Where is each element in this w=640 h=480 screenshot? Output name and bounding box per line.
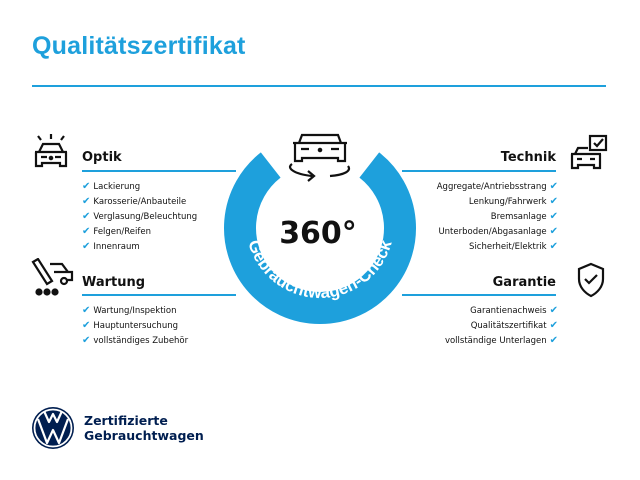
car-lights-icon bbox=[34, 134, 68, 168]
check-icon: ✔ bbox=[82, 181, 91, 192]
badge-ring bbox=[224, 152, 416, 324]
check-icon: ✔ bbox=[82, 305, 91, 316]
optik-heading: Optik bbox=[82, 150, 122, 165]
check-icon: ✔ bbox=[549, 241, 558, 252]
page-title: Qualitätszertifikat bbox=[32, 32, 246, 60]
garantie-divider bbox=[402, 294, 556, 296]
list-item: vollständige Unterlagen ✔ bbox=[444, 335, 558, 346]
car-check-icon bbox=[570, 134, 608, 170]
list-item: Qualitätszertifikat ✔ bbox=[470, 320, 558, 331]
optik-list: ✔ Lackierung ✔ Karosserie/Anbauteile ✔ Verg… bbox=[82, 179, 197, 254]
check-icon: ✔ bbox=[549, 305, 558, 316]
list-item: Garantienachweis ✔ bbox=[470, 305, 558, 316]
optik-divider bbox=[82, 170, 236, 172]
footer-brand-text: Zertifizierte Gebrauchtwagen bbox=[84, 413, 204, 443]
shield-check-icon bbox=[577, 262, 605, 298]
check-icon: ✔ bbox=[549, 320, 558, 331]
check-icon: ✔ bbox=[82, 196, 91, 207]
garantie-list: Garantienachweis ✔ Qualitätszertifikat ✔ v… bbox=[445, 303, 558, 348]
list-item: ✔ Hauptuntersuchung bbox=[82, 320, 178, 331]
check-icon: ✔ bbox=[549, 211, 558, 222]
wartung-list: ✔ Wartung/Inspektion ✔ Hauptuntersuchung ✔… bbox=[82, 303, 188, 348]
check-icon: ✔ bbox=[82, 211, 91, 222]
list-item: Unterboden/Abgasanlage ✔ bbox=[438, 226, 558, 237]
list-item: ✔ Wartung/Inspektion bbox=[82, 305, 177, 316]
check-icon: ✔ bbox=[82, 320, 91, 331]
list-item: ✔ Innenraum bbox=[82, 241, 140, 252]
technik-heading: Technik bbox=[500, 150, 556, 165]
check-icon: ✔ bbox=[549, 181, 558, 192]
check-icon: ✔ bbox=[549, 196, 558, 207]
list-item: Aggregate/Antriebsstrang ✔ bbox=[436, 181, 558, 192]
check-icon: ✔ bbox=[82, 226, 91, 237]
wartung-divider bbox=[82, 294, 236, 296]
list-item: ✔ Verglasung/Beleuchtung bbox=[82, 211, 198, 222]
title-divider bbox=[32, 85, 606, 87]
check-icon: ✔ bbox=[82, 335, 91, 346]
car-rotate-icon bbox=[288, 133, 351, 182]
check-icon: ✔ bbox=[549, 335, 558, 346]
check-icon: ✔ bbox=[82, 241, 91, 252]
list-item: ✔ Felgen/Reifen bbox=[82, 226, 152, 237]
vw-logo bbox=[32, 407, 74, 449]
list-item: Lenkung/Fahrwerk ✔ bbox=[468, 196, 558, 207]
technik-list: Aggregate/Antriebsstrang ✔ Lenkung/Fahrwe… bbox=[437, 179, 558, 254]
technik-divider bbox=[402, 170, 556, 172]
list-item: Bremsanlage ✔ bbox=[490, 211, 558, 222]
list-item: Sicherheit/Elektrik ✔ bbox=[469, 241, 558, 252]
garantie-heading: Garantie bbox=[492, 275, 556, 290]
list-item: ✔ Lackierung bbox=[82, 181, 141, 192]
list-item: ✔ vollständiges Zubehör bbox=[82, 335, 189, 346]
wartung-heading: Wartung bbox=[82, 275, 146, 290]
check-icon: ✔ bbox=[549, 226, 558, 237]
list-item: ✔ Karosserie/Anbauteile bbox=[82, 196, 187, 207]
badge-value: 360° bbox=[279, 216, 357, 251]
service-tools-icon bbox=[31, 258, 74, 296]
